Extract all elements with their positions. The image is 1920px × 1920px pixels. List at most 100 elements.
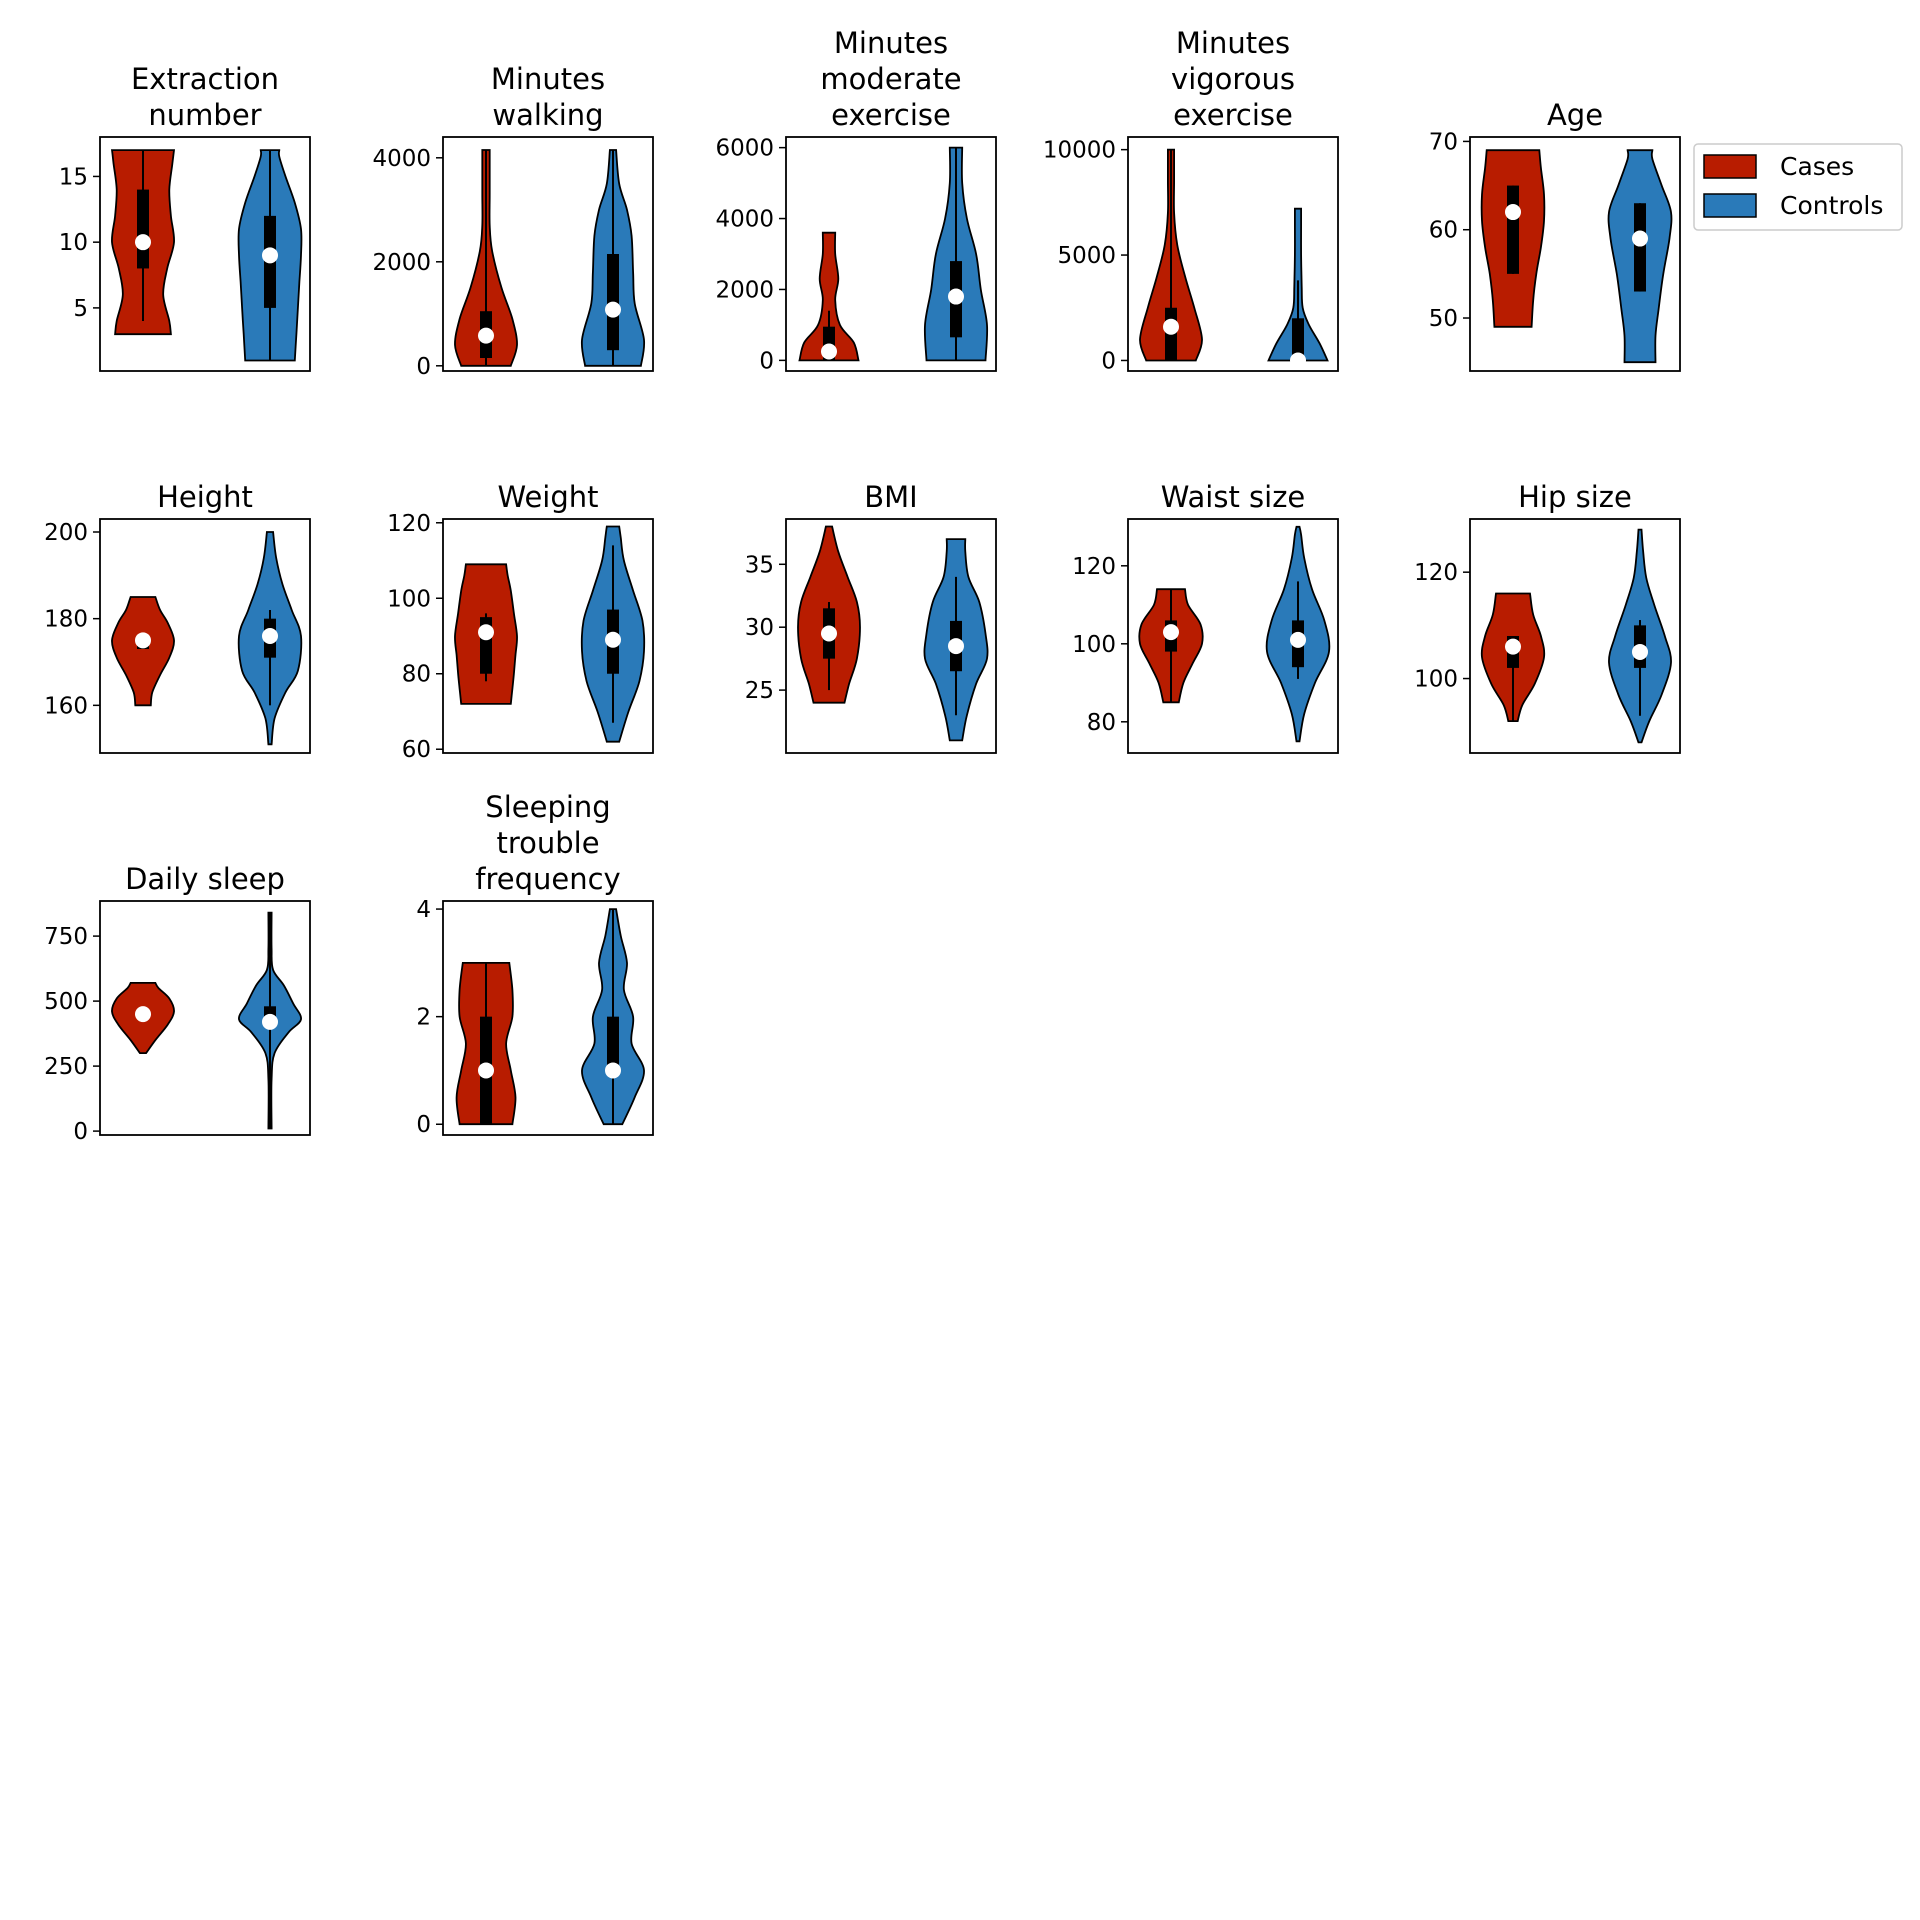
panel-title-line: Age	[1547, 98, 1603, 132]
median-dot-cases	[821, 343, 837, 360]
panel-frame	[1127, 136, 1339, 372]
panel-title-line: vigorous	[1171, 62, 1295, 96]
panel-frame	[785, 518, 997, 754]
panel-title-line: frequency	[475, 862, 620, 896]
y-tick-label: 180	[44, 607, 88, 633]
panel-title-line: trouble	[496, 826, 599, 860]
y-tick-label: 80	[1087, 710, 1116, 736]
legend-swatch-controls	[1703, 193, 1757, 218]
median-dot-cases	[135, 632, 151, 649]
violin-cases-minutes-moderate-exercise	[798, 231, 860, 362]
y-tick-label: 6000	[715, 136, 774, 162]
y-tick-label: 60	[1429, 218, 1458, 244]
median-dot-controls	[262, 247, 278, 264]
panel-age: Age 50 60 70	[1429, 98, 1681, 372]
y-tick-label: 2	[416, 1005, 431, 1031]
y-tick-label: 0	[73, 1119, 88, 1145]
median-dot-cases	[135, 234, 151, 251]
median-dot-controls	[605, 631, 621, 648]
y-tick-label: 25	[745, 678, 774, 704]
panel-frame	[1469, 518, 1681, 754]
panel-title-line: Daily sleep	[125, 862, 285, 896]
median-dot-controls	[262, 1013, 278, 1030]
panel-title-line: Sleeping	[485, 790, 610, 824]
panel-title-line: Minutes	[491, 62, 605, 96]
median-dot-controls	[605, 301, 621, 318]
y-tick-label: 2000	[372, 250, 431, 276]
panel-hip-size: Hip size 100 120	[1414, 480, 1681, 754]
iqr-box-cases	[137, 189, 149, 269]
panel-title-line: Hip size	[1518, 480, 1632, 514]
median-dot-cases	[1505, 204, 1521, 221]
y-tick-label: 10000	[1043, 138, 1116, 164]
y-tick-label: 35	[745, 552, 774, 578]
panel-title-line: Minutes	[1176, 26, 1290, 60]
panel-frame	[99, 900, 311, 1136]
panel-frame	[99, 518, 311, 754]
median-dot-cases	[1163, 318, 1179, 335]
panel-title-line: walking	[492, 98, 603, 132]
panel-frame	[442, 518, 654, 754]
panel-title-line: Weight	[497, 480, 598, 514]
y-tick-label: 0	[1101, 348, 1116, 374]
panel-frame	[785, 136, 997, 372]
panel-frame	[442, 900, 654, 1136]
y-tick-label: 250	[44, 1054, 88, 1080]
median-dot-cases	[821, 625, 837, 642]
median-dot-cases	[135, 1006, 151, 1023]
iqr-box-controls	[607, 1016, 619, 1071]
median-dot-controls	[605, 1062, 621, 1079]
panel-title-line: BMI	[864, 480, 917, 514]
panel-title-line: Minutes	[834, 26, 948, 60]
y-tick-label: 120	[1414, 560, 1458, 586]
legend: Cases Controls	[1693, 143, 1903, 231]
median-dot-controls	[1632, 643, 1648, 660]
panel-title-line: exercise	[831, 98, 951, 132]
y-tick-label: 4000	[715, 207, 774, 233]
y-tick-label: 100	[1072, 632, 1116, 658]
panel-title-line: Extraction	[131, 62, 279, 96]
median-dot-cases	[1505, 638, 1521, 655]
median-dot-cases	[478, 624, 494, 641]
iqr-box-controls	[1292, 318, 1304, 361]
median-dot-controls	[262, 628, 278, 644]
median-dot-controls	[1632, 230, 1648, 247]
panel-frame	[99, 136, 311, 372]
y-tick-label: 5	[73, 296, 88, 322]
y-tick-label: 200	[44, 520, 88, 546]
y-tick-label: 70	[1429, 129, 1458, 155]
y-tick-label: 160	[44, 693, 88, 719]
y-tick-label: 0	[416, 354, 431, 380]
iqr-box-cases	[1507, 185, 1519, 274]
y-tick-label: 2000	[715, 277, 774, 303]
panel-title-line: exercise	[1173, 98, 1293, 132]
violin-cases-height	[111, 596, 175, 707]
panel-height: Height 160 180 200	[44, 480, 311, 754]
legend-swatch-cases	[1703, 154, 1757, 179]
panel-title-line: moderate	[820, 62, 961, 96]
panel-bmi: BMI 25 30 35	[745, 480, 997, 754]
panel-frame	[1127, 518, 1339, 754]
y-tick-label: 30	[745, 615, 774, 641]
panel-frame	[1469, 136, 1681, 372]
median-dot-cases	[478, 327, 494, 344]
panel-waist-size: Waist size 80 100 120	[1072, 480, 1339, 754]
y-tick-label: 0	[416, 1112, 431, 1138]
y-tick-label: 50	[1429, 306, 1458, 332]
iqr-box-controls	[1634, 203, 1646, 292]
y-tick-label: 100	[387, 586, 431, 612]
y-tick-label: 5000	[1057, 243, 1116, 269]
median-dot-cases	[1163, 624, 1179, 641]
y-tick-label: 10	[59, 230, 88, 256]
panel-title-line: Waist size	[1161, 480, 1306, 514]
y-tick-label: 60	[402, 737, 431, 763]
panel-weight: Weight 60 80 100 120	[387, 480, 654, 763]
median-dot-cases	[478, 1062, 494, 1079]
y-tick-label: 4000	[372, 146, 431, 172]
